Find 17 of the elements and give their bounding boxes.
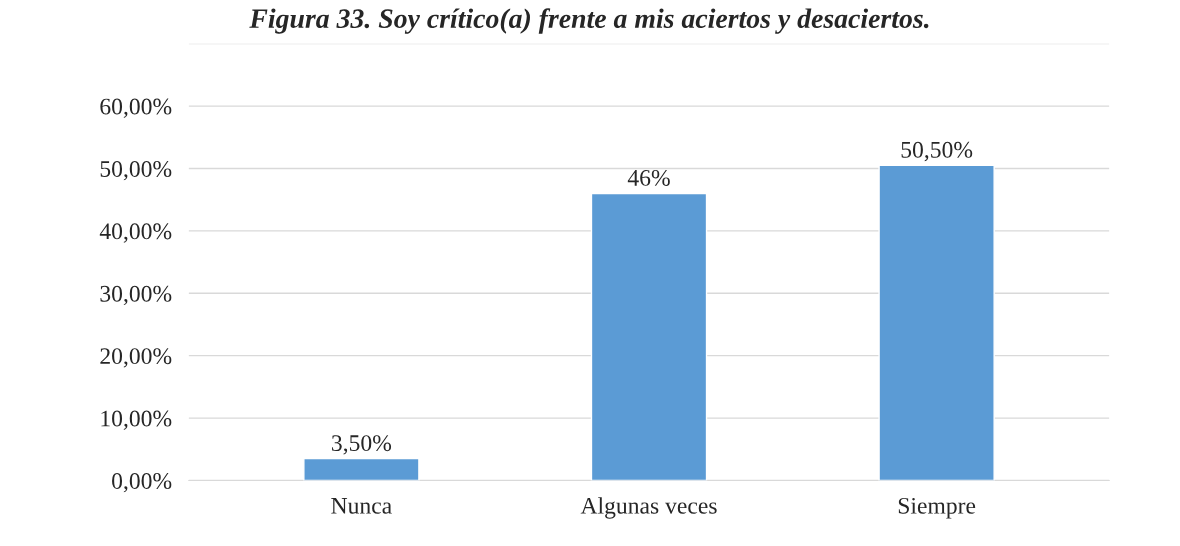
x-tick-label: Siempre	[898, 497, 976, 519]
y-tick-label: 50,00%	[100, 160, 172, 181]
data-label: 3,50%	[332, 435, 392, 455]
data-label: 46%	[627, 169, 670, 186]
x-tick-label: Algunas veces	[580, 497, 717, 519]
y-tick-label: 30,00%	[100, 285, 172, 306]
y-tick-label: 40,00%	[99, 223, 172, 243]
y-tick-label: 20,00%	[100, 348, 172, 368]
bar	[303, 457, 420, 481]
chart-title: Figura 33. Soy crítico(a) frente a mis aciertos y desaciertos.	[249, 8, 929, 34]
x-tick-label: Nunca	[331, 498, 392, 514]
y-tick-label: 10,00%	[101, 410, 172, 430]
bar	[878, 164, 995, 481]
bar	[590, 192, 708, 481]
data-label: 50,50%	[901, 141, 973, 162]
y-tick-label: 60,00%	[100, 98, 172, 118]
y-tick-label: 0,00%	[112, 472, 172, 493]
